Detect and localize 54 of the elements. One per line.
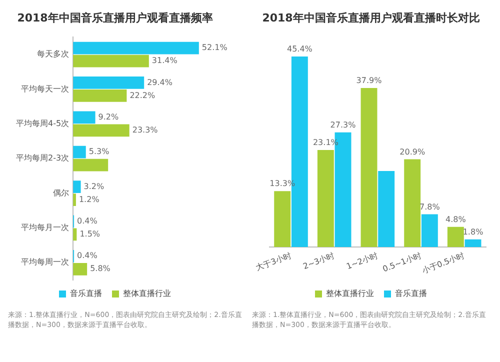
bar <box>447 226 464 247</box>
bar <box>73 111 96 124</box>
data-label: 37.9% <box>356 76 382 86</box>
x-tick-label: 0.5~1小时 <box>381 250 422 274</box>
legend-label: 音乐直播 <box>70 289 102 298</box>
y-tick-label: 平均每月一次 <box>21 223 70 232</box>
chart-title: 2018年中国音乐直播用户观看直播频率 <box>17 11 213 24</box>
data-label: 27.3% <box>330 120 356 130</box>
y-tick-label: 偶尔 <box>53 188 70 198</box>
bar <box>73 54 149 68</box>
data-label: 45.4% <box>286 44 313 54</box>
y-tick-label: 平均每周2-3次 <box>16 154 70 163</box>
data-label: 1.5% <box>80 230 100 239</box>
x-tick-label: 大于3小时 <box>254 250 292 273</box>
data-label: 4.8% <box>446 214 466 224</box>
data-label: 9.2% <box>98 112 120 122</box>
data-label: 22.2% <box>130 90 156 100</box>
x-tick-label: 小于0.5小时 <box>420 250 466 276</box>
bar <box>274 191 291 247</box>
bar <box>317 150 334 247</box>
legend-label: 整体直播行业 <box>123 289 171 298</box>
data-label: 31.4% <box>152 56 178 66</box>
data-label: 23.3% <box>132 125 158 134</box>
data-label: 1.2% <box>78 194 100 204</box>
bar <box>360 88 378 247</box>
bar <box>73 124 130 137</box>
bar <box>73 146 86 158</box>
bar <box>73 42 199 54</box>
legend-label: 音乐直播 <box>395 289 427 298</box>
bar <box>464 239 482 247</box>
bar <box>404 159 421 247</box>
legend-label: 整体直播行业 <box>326 289 374 298</box>
x-tick-label: 1~2小时 <box>345 250 380 272</box>
data-label: 0.4% <box>77 216 98 226</box>
bar <box>378 171 395 247</box>
bar <box>73 180 81 193</box>
chart-title: 2018年中国音乐直播用户观看直播时长对比 <box>262 11 480 24</box>
y-tick-label: 平均每周一次 <box>21 258 70 267</box>
y-tick-label: 每天多次 <box>37 50 70 59</box>
bar <box>73 262 88 276</box>
bar <box>421 214 438 247</box>
data-label: 29.4% <box>147 78 173 87</box>
x-tick-label: 2~3小时 <box>302 250 336 272</box>
bar <box>73 158 108 172</box>
data-label: 5.3% <box>88 147 110 156</box>
data-label: 3.2% <box>84 182 105 191</box>
data-label: 0.4% <box>77 251 98 260</box>
bar <box>73 90 127 102</box>
y-tick-label: 平均每周4-5次 <box>16 118 70 128</box>
data-label: 5.8% <box>90 264 111 274</box>
data-label: 52.1% <box>202 43 228 52</box>
data-label: 20.9% <box>400 147 426 156</box>
bar <box>73 76 144 89</box>
y-tick-label: 平均每天一次 <box>21 84 70 94</box>
